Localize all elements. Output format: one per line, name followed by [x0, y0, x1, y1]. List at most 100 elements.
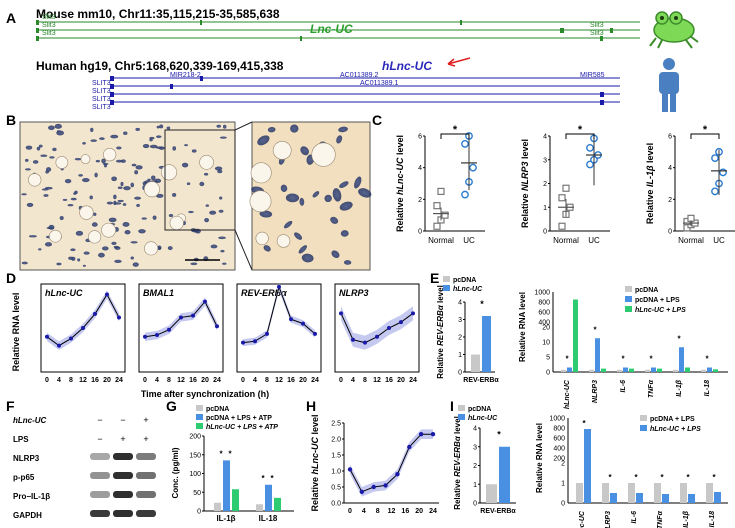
c3-uc-point [711, 187, 719, 196]
histology-cell [155, 193, 164, 198]
histology-image [19, 121, 372, 271]
histology-cell [142, 144, 150, 149]
histology-cell [205, 204, 210, 207]
c2-ytick-label: 1 [543, 205, 547, 212]
d3-xtick-label: 8 [265, 377, 269, 384]
histology-cell [64, 178, 72, 184]
c2-category-label: UC [588, 236, 600, 245]
d3-title: REV-ERBα [241, 288, 287, 298]
g-ylabel: Conc. (pg/ml) [171, 447, 180, 498]
histology-cell [115, 159, 123, 163]
histology-cell [113, 245, 119, 249]
mouse-gene-label-2: Slit3 [42, 22, 56, 29]
c1-ytick-label: 2 [418, 197, 422, 204]
e-right-bar [685, 367, 690, 372]
d1-error-band [47, 290, 119, 350]
histology-goblet-zoom [311, 142, 336, 167]
histology-cell [122, 203, 127, 206]
histology-cell [78, 174, 83, 177]
histology-cell [210, 244, 218, 249]
ac011389-1-label: AC011389.1 [360, 80, 399, 87]
panel-g-bar-chart: Conc. (pg/ml) 0 50 100 150 200 IL-1β * * IL-18 * * p… [171, 405, 294, 523]
d3-data-point [265, 331, 269, 336]
d4-xtick-label: 0 [339, 377, 343, 384]
i-left-star: * [497, 429, 501, 439]
histology-cell [110, 134, 119, 139]
histology-cell [91, 222, 98, 227]
d2-xtick-label: 20 [201, 377, 209, 384]
histology-cell [131, 163, 137, 167]
g-legend-swatch [196, 405, 203, 411]
i-right-category: IL-18 [709, 511, 716, 527]
d2-xtick-label: 4 [155, 377, 159, 384]
histology-cell [130, 182, 135, 188]
g-category: IL-18 [259, 514, 278, 523]
histology-cell [191, 149, 197, 153]
c3-uc-point [711, 154, 719, 163]
d4-data-point [387, 326, 391, 330]
c2-uc-point [586, 160, 594, 169]
c2-normal-point [562, 184, 570, 192]
histology-cell [98, 252, 105, 258]
d1-xtick-label: 4 [57, 377, 61, 384]
c3-category-label: Normal [678, 236, 704, 245]
f-blot-band [90, 472, 110, 479]
e-left-star: * [480, 299, 484, 309]
i-right-category: TNFα [657, 510, 664, 528]
histology-cell [68, 256, 74, 260]
h-ylabel: Relative hLnc-UC level [310, 414, 320, 511]
histology-cell [73, 192, 77, 195]
f-row-label: Pro−IL-1β [13, 492, 50, 501]
e-right-star: * [593, 325, 597, 334]
e-left-legend-swatch [443, 285, 450, 291]
i-right-bar [602, 483, 609, 503]
histology-cell [54, 123, 62, 129]
i-right-legend-label: hLnc-UC + LPS [650, 426, 701, 433]
histology-cell [56, 262, 62, 266]
i-right-legend-label: pcDNA + LPS [650, 416, 695, 423]
histology-cell [25, 145, 33, 150]
histology-cell [141, 217, 147, 220]
d-xlabel: Time after synchronization (h) [141, 389, 269, 399]
human-icon [659, 58, 679, 112]
histology-cell [216, 124, 222, 128]
d-ylabel: Relative RNA level [11, 293, 21, 372]
d4-xtick-label: 12 [373, 377, 381, 384]
d2-data-point [143, 334, 147, 339]
e-right-ytick-label: 1000 [534, 290, 550, 297]
histology-cell [159, 124, 164, 129]
f-blot-band [136, 510, 156, 517]
h-data-point [395, 472, 400, 477]
h-data-point [371, 484, 376, 490]
d2-frame [138, 283, 224, 373]
d3-data-point [241, 340, 245, 345]
histology-cell [149, 144, 158, 149]
e-right-legend-swatch [625, 296, 632, 302]
histology-cell [130, 241, 138, 244]
i-right-bar [662, 494, 669, 503]
e-right-category: IL-1β [676, 379, 683, 396]
e-left-ytick-label: 3 [458, 317, 462, 324]
d1-xtick-label: 8 [69, 377, 73, 384]
e-right-star: * [649, 355, 653, 364]
f-sign: − [97, 434, 102, 444]
g-star: * [261, 474, 265, 483]
histology-goblet-cell [80, 154, 91, 165]
d4-xtick-label: 4 [351, 377, 355, 384]
d2-xtick-label: 0 [143, 377, 147, 384]
e-right-legend-swatch [625, 286, 632, 292]
histology-cell [114, 259, 122, 264]
i-right-star: * [660, 473, 664, 482]
e-right-ylabel: Relative RNA level [518, 292, 527, 362]
f-blot-band [90, 453, 110, 460]
d1-data-point [93, 311, 97, 316]
c3-ytick-label: 0 [668, 229, 672, 236]
histology-cell [168, 213, 174, 218]
e-right-ytick-label: 600 [538, 310, 550, 317]
histology-cell [67, 204, 74, 207]
e-right-bar [573, 299, 578, 372]
human-gene-label-1: SLIT3 [92, 80, 111, 87]
histology-cell [113, 194, 117, 200]
i-right-bar [636, 493, 643, 503]
histology-cell [93, 212, 97, 216]
